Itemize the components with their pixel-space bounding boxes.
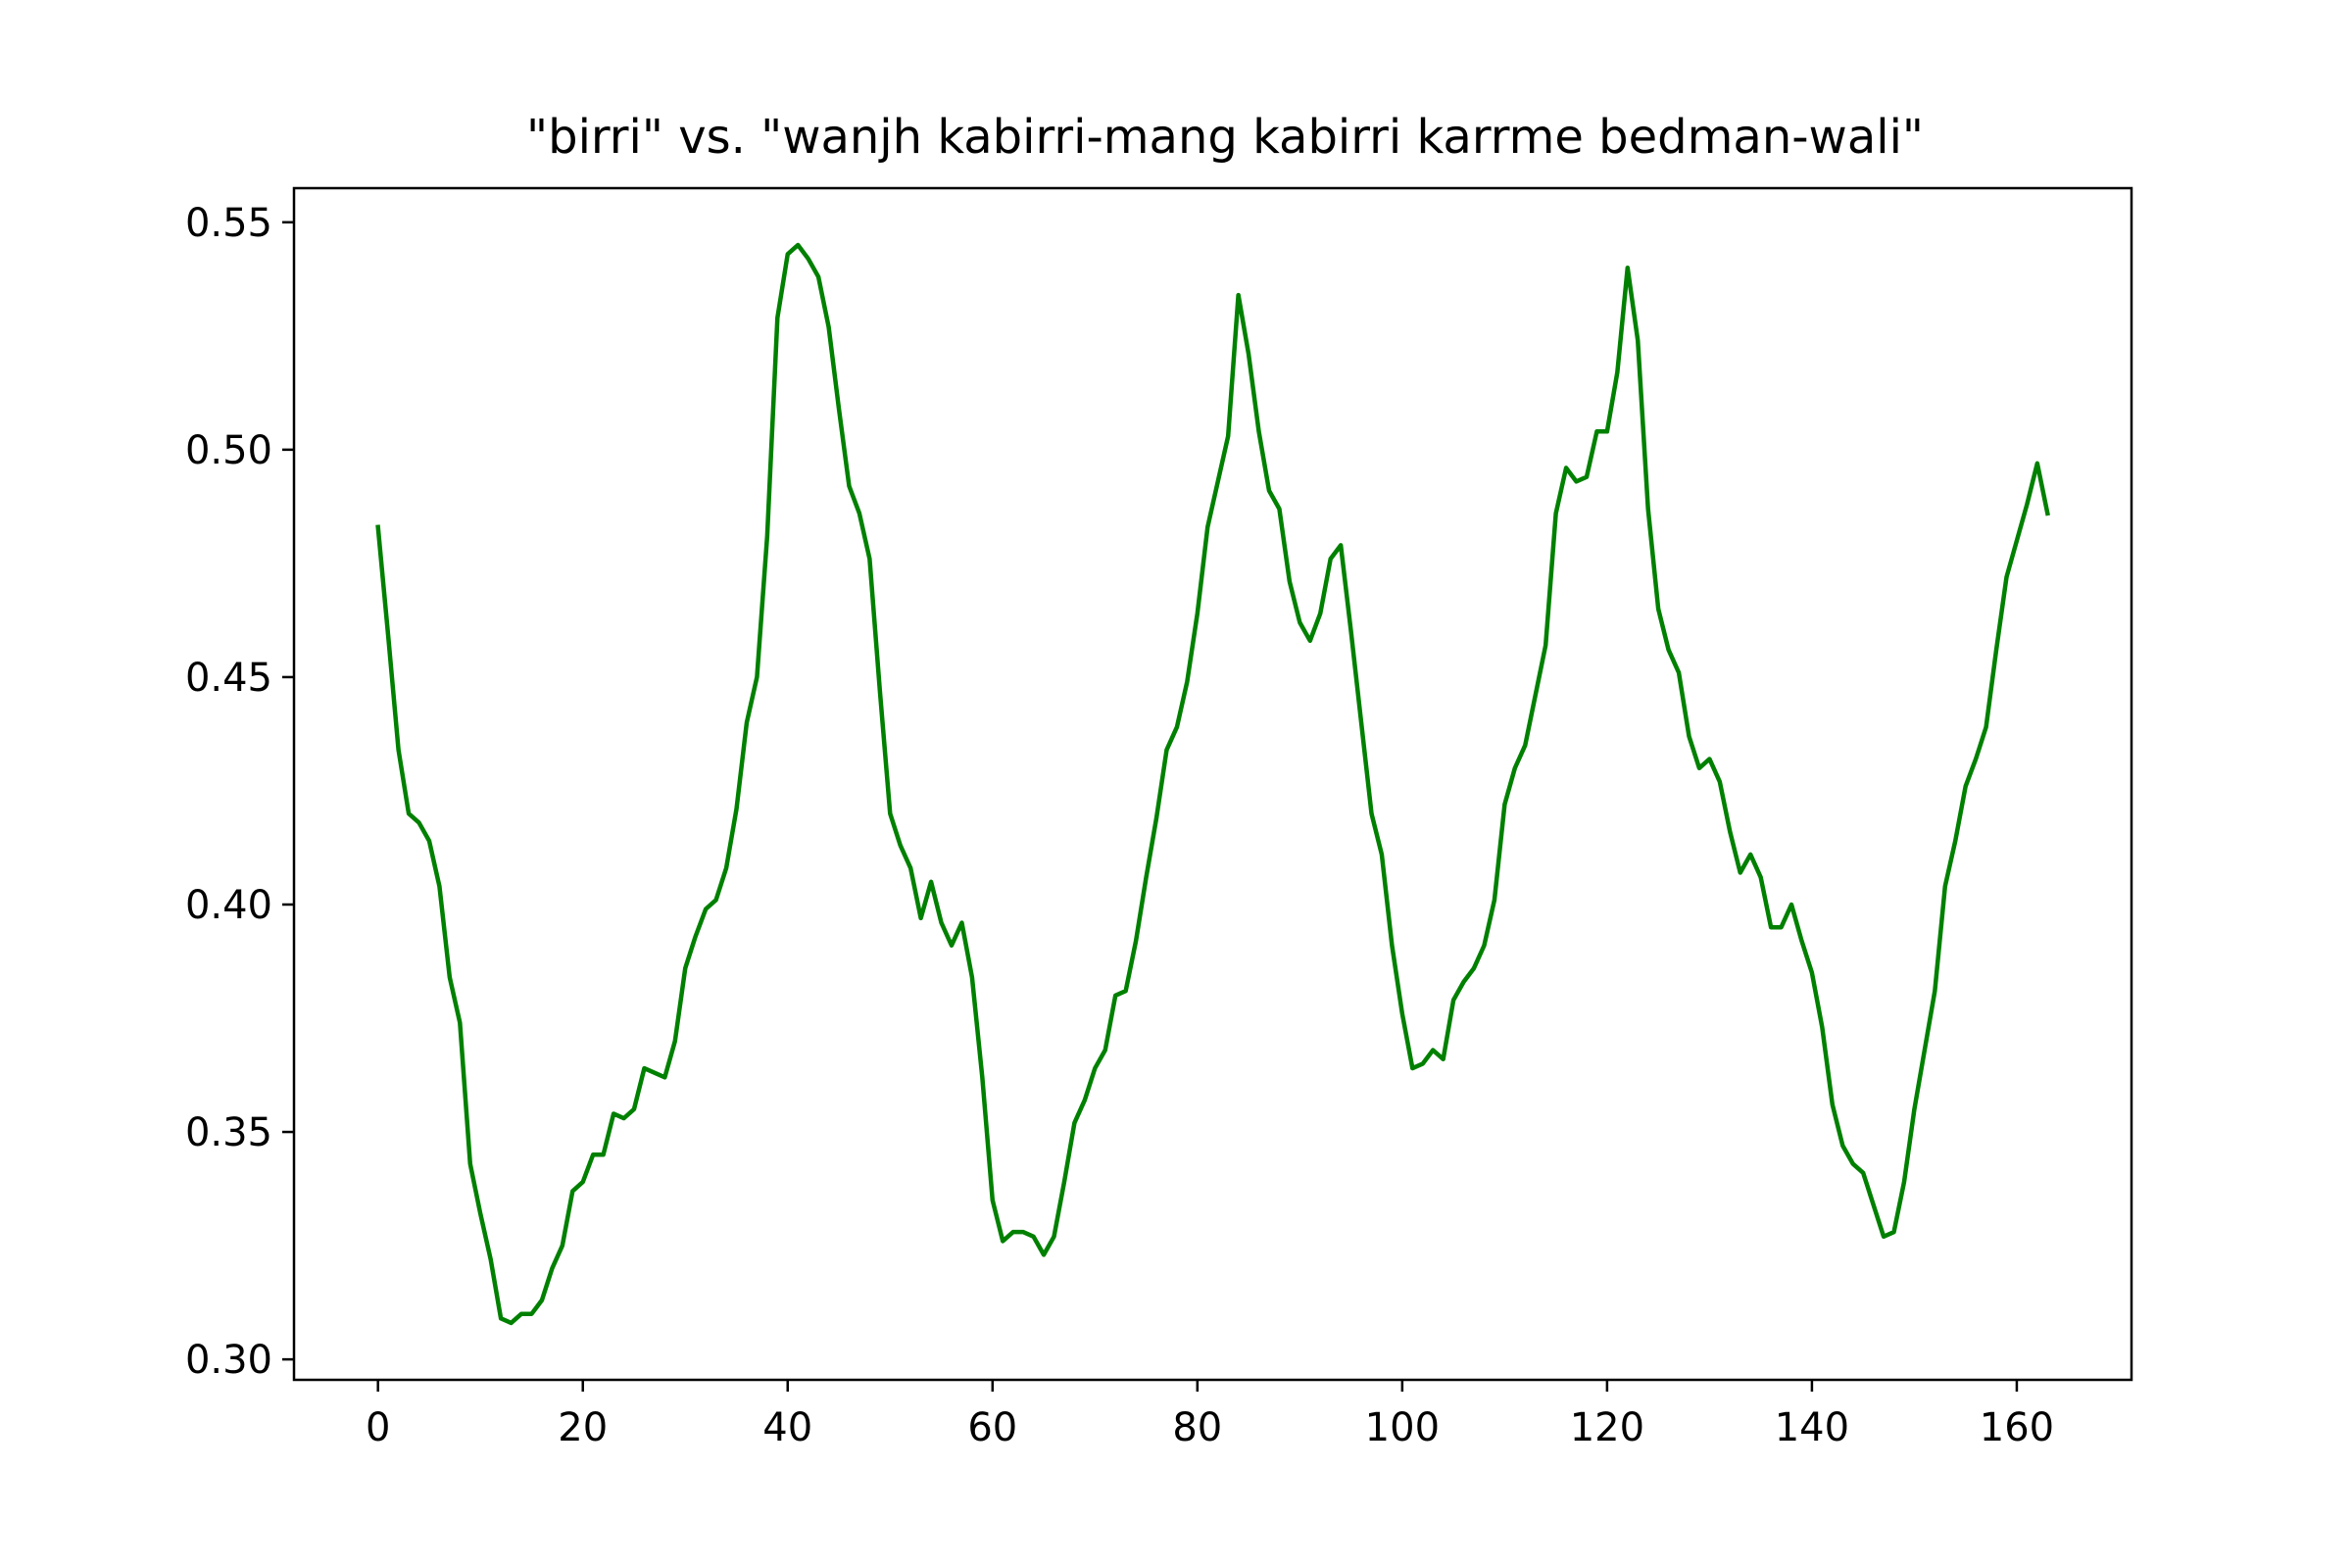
- x-tick-label: 80: [1172, 1405, 1222, 1450]
- series-layer: [375, 242, 2050, 1326]
- y-tick-label: 0.55: [185, 201, 272, 246]
- y-axis: 0.30 0.35 0.40 0.45 0.50 0.55: [185, 201, 294, 1383]
- x-tick-label: 120: [1570, 1405, 1644, 1450]
- series-line: [375, 242, 2050, 1326]
- y-tick-label: 0.40: [185, 883, 272, 928]
- x-tick-label: 100: [1365, 1405, 1440, 1450]
- x-tick-label: 160: [1980, 1405, 2054, 1450]
- x-tick-label: 140: [1775, 1405, 1849, 1450]
- y-tick-label: 0.30: [185, 1338, 272, 1383]
- x-tick-label: 20: [558, 1405, 608, 1450]
- y-tick-label: 0.50: [185, 428, 272, 473]
- y-tick-label: 0.35: [185, 1110, 272, 1155]
- x-axis: 0 20 40 60 80 100 120 140 160: [366, 1380, 2054, 1450]
- x-tick-label: 0: [366, 1405, 390, 1450]
- chart-title: "birri" vs. "wanjh kabirri-mang kabirri …: [526, 110, 1924, 165]
- y-tick-label: 0.45: [185, 656, 272, 701]
- x-tick-label: 40: [762, 1405, 812, 1450]
- x-tick-label: 60: [967, 1405, 1017, 1450]
- plot-area-frame: [292, 186, 2133, 1382]
